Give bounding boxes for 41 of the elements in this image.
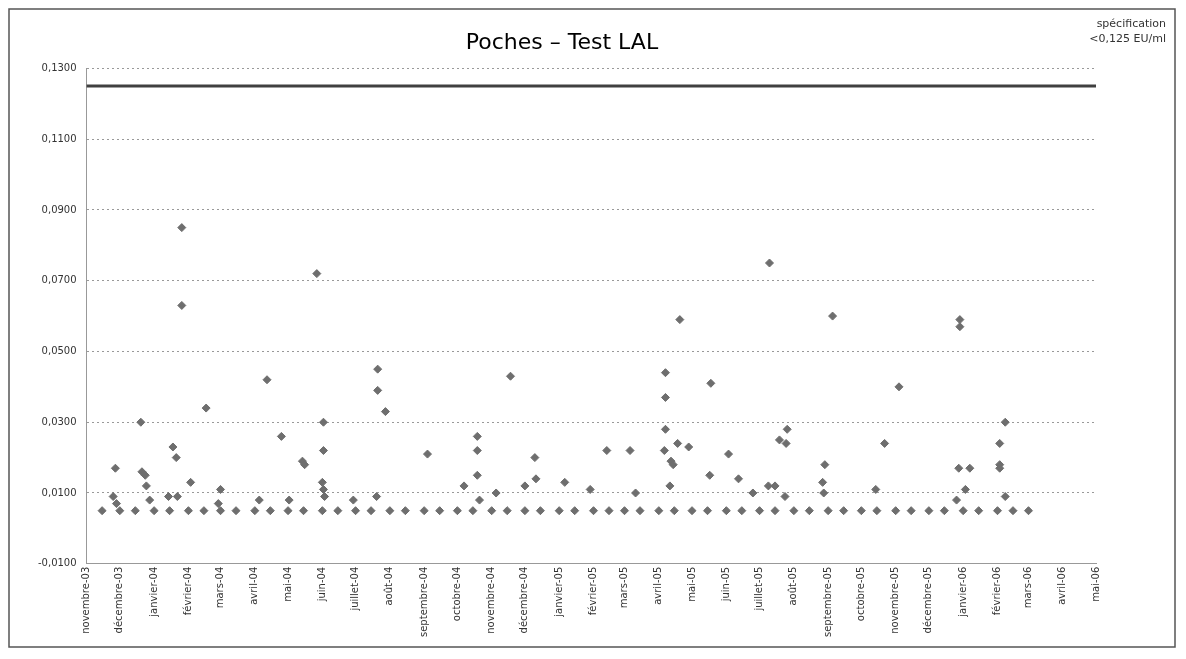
x-tick-label: décembre-05 — [922, 566, 934, 634]
x-tick-label: novembre-03 — [80, 566, 92, 634]
y-tick-label: 0,1300 — [41, 61, 77, 73]
x-tick-label: mai-04 — [281, 566, 293, 602]
x-tick-label: août-04 — [383, 566, 395, 606]
x-tick-label: juin-05 — [719, 566, 731, 603]
x-tick-label: septembre-05 — [821, 566, 833, 637]
x-tick-label: mars-04 — [214, 566, 226, 609]
x-tick-label: janvier-06 — [956, 566, 968, 618]
x-tick-label: mars-06 — [1022, 566, 1034, 609]
y-tick-label: -0,0100 — [37, 557, 77, 569]
x-tick-label: décembre-04 — [518, 566, 530, 634]
x-tick-label: mai-06 — [1089, 566, 1101, 602]
x-tick-label: juillet-05 — [753, 566, 765, 612]
y-tick-label: 0,0700 — [41, 274, 77, 286]
x-tick-label: avril-04 — [248, 566, 260, 605]
x-tick-label: août-05 — [787, 566, 799, 606]
ref-line-label: spécification <0,125 EU/ml — [1089, 17, 1167, 46]
y-tick-label: 0,0500 — [41, 345, 77, 357]
x-tick-label: novembre-04 — [485, 566, 497, 634]
x-tick-label: novembre-05 — [889, 566, 901, 634]
x-tick-label: janvier-04 — [147, 566, 159, 618]
x-tick-label: juin-04 — [315, 566, 327, 603]
x-tick-label: octobre-04 — [450, 566, 462, 622]
x-tick-label: mars-05 — [618, 566, 630, 609]
x-tick-label: décembre-03 — [113, 566, 125, 634]
y-tick-label: 0,0100 — [41, 486, 77, 498]
chart-title: Poches – Test LAL — [465, 28, 659, 54]
x-tick-label: février-06 — [991, 566, 1003, 616]
x-tick-label: janvier-05 — [552, 566, 564, 618]
x-tick-label: février-04 — [182, 566, 194, 616]
y-tick-label: 0,0900 — [41, 203, 77, 215]
x-tick-label: mai-05 — [685, 566, 697, 602]
x-tick-label: octobre-05 — [854, 566, 866, 622]
x-tick-label: juillet-04 — [349, 566, 361, 612]
x-tick-label: avril-05 — [652, 566, 664, 605]
x-tick-label: avril-06 — [1056, 566, 1068, 605]
y-tick-label: 0,1100 — [41, 132, 77, 144]
y-tick-label: 0,0300 — [41, 415, 77, 427]
x-tick-label: septembre-04 — [417, 566, 429, 637]
x-tick-label: février-05 — [587, 566, 599, 616]
